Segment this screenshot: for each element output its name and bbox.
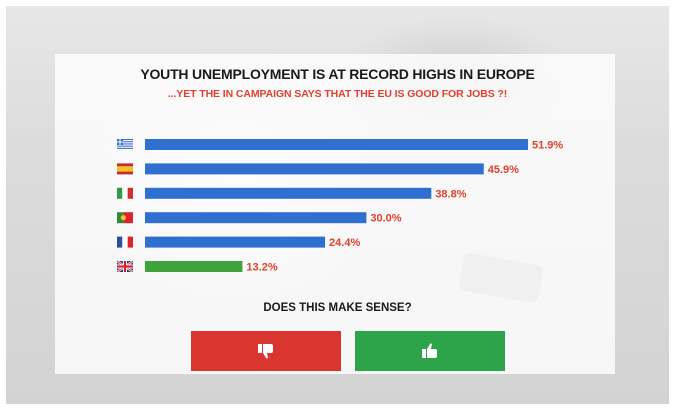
italy-flag-icon <box>117 187 133 199</box>
portugal-flag-icon <box>117 212 133 224</box>
france-flag-icon <box>117 236 133 248</box>
greece-flag-icon <box>117 139 133 150</box>
thumbs-up-icon <box>422 343 437 358</box>
bar-value-label: 30.0% <box>370 213 401 225</box>
chart-subtitle: ...YET THE IN CAMPAIGN SAYS THAT THE EU … <box>167 88 508 100</box>
bar-italy <box>145 187 432 199</box>
bar-greece <box>145 139 528 150</box>
bar-chart: 51.9% 45.9% 38.8% 30.0% 24.4% 13.2% <box>116 139 563 274</box>
bar-spain <box>145 163 484 175</box>
thumbs-down-icon <box>258 344 273 359</box>
bar-value-label: 13.2% <box>246 262 277 274</box>
bar-united-kingdom <box>145 261 243 272</box>
question-text: DOES THIS MAKE SENSE? <box>263 302 412 314</box>
bar-value-label: 24.4% <box>329 237 360 249</box>
spain-flag-icon <box>117 163 133 175</box>
thumbs-down-button[interactable] <box>191 331 341 371</box>
bar-france <box>145 236 326 248</box>
uk-flag-icon <box>116 260 134 273</box>
bar-value-label: 45.9% <box>488 164 519 176</box>
thumbs-up-button[interactable] <box>355 331 505 371</box>
chart-title: YOUTH UNEMPLOYMENT IS AT RECORD HIGHS IN… <box>140 66 535 82</box>
bar-value-label: 51.9% <box>532 140 563 152</box>
bar-value-label: 38.8% <box>435 188 466 200</box>
bar-portugal <box>145 212 367 224</box>
